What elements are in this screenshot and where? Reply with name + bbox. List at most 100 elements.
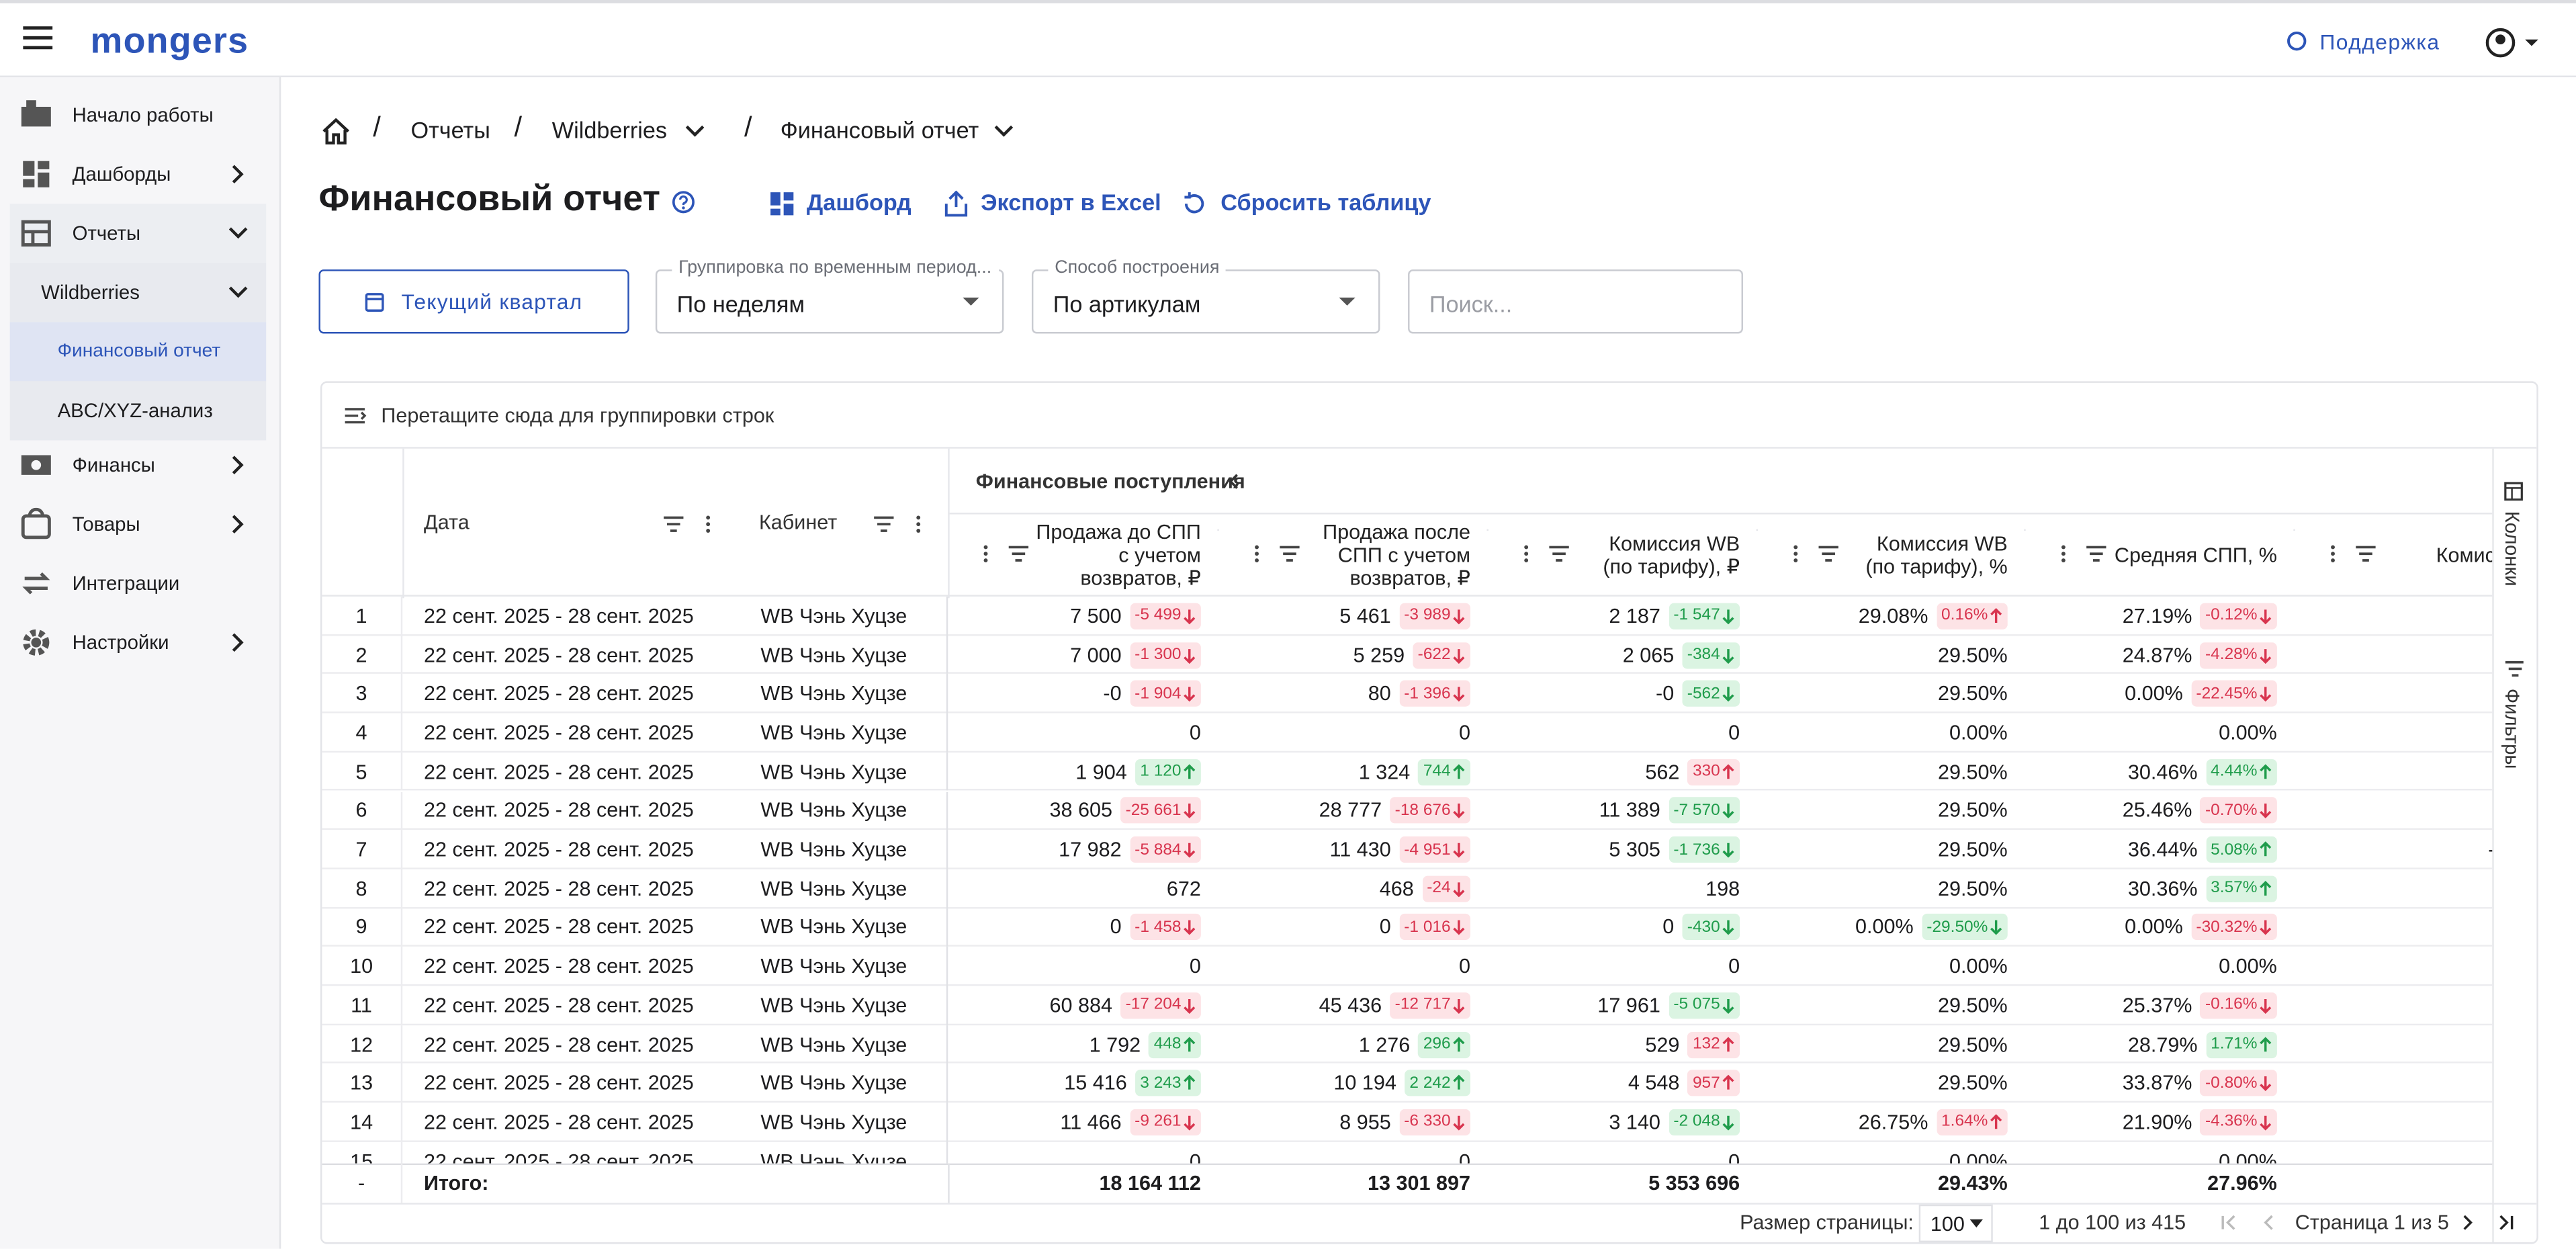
support-link[interactable]: Поддержка xyxy=(2319,30,2440,54)
value-cell: 25.37%-0.16% xyxy=(2026,986,2295,1025)
next-page xyxy=(2461,1214,2475,1230)
table-row[interactable]: 722 сент. 2025 - 28 сент. 2025WB Чэнь Ху… xyxy=(322,830,2492,869)
value: 80 xyxy=(1368,683,1391,705)
user-menu[interactable] xyxy=(2484,26,2543,59)
breadcrumb[interactable]: Отчеты xyxy=(410,117,490,143)
page-size-select[interactable]: 100 xyxy=(1919,1205,1993,1242)
delta: 1.71% xyxy=(2211,1035,2257,1053)
table-row[interactable]: 1522 сент. 2025 - 28 сент. 2025WB Чэнь Х… xyxy=(322,1142,2492,1163)
method-select[interactable]: Способ построения По артикулам xyxy=(1032,269,1380,333)
column-header[interactable]: Комиссия WB (по тарифу), ₽ xyxy=(1574,515,1740,597)
value-cell: 26.75%1.64% xyxy=(1758,1103,2026,1142)
sidebar-item[interactable]: ABC/XYZ-анализ xyxy=(10,381,267,440)
delta-arrow xyxy=(2259,763,2272,779)
help-icon[interactable] xyxy=(672,191,695,214)
value-cell: -674 xyxy=(2295,1064,2492,1103)
logo[interactable]: mongers xyxy=(91,19,249,62)
value: 1 276 xyxy=(1359,1033,1411,1056)
breadcrumb[interactable]: Финансовый отчет xyxy=(781,117,979,143)
delta-arrow xyxy=(1452,919,1466,935)
top-bar: mongers Поддержка xyxy=(0,0,2576,77)
filter-icon xyxy=(1548,544,1570,564)
menu-icon[interactable] xyxy=(23,26,52,49)
sidebar-item[interactable]: Финансовый отчет xyxy=(10,322,267,381)
value-cell: 15 4163 243 xyxy=(948,1064,1219,1103)
action-button[interactable]: Дашборд xyxy=(807,189,912,215)
sidebar-icon xyxy=(19,449,52,482)
value: 1 904 xyxy=(1075,761,1127,783)
sidebar-item[interactable]: Начало работы xyxy=(10,85,267,144)
sidebar-item[interactable]: Интеграции xyxy=(10,554,267,613)
column-header[interactable]: Продажа до СПП с учетом возвратов, ₽ xyxy=(1033,515,1200,597)
value-cell: 0.00% xyxy=(2026,714,2295,752)
sidebar-item[interactable]: Дашборды xyxy=(10,144,267,204)
value: 28.79% xyxy=(2128,1033,2198,1056)
delta: -7 570 xyxy=(1673,802,1720,820)
table-row[interactable]: 1022 сент. 2025 - 28 сент. 2025WB Чэнь Х… xyxy=(322,947,2492,986)
value-cell: 0.00% xyxy=(2026,1142,2295,1163)
column-header[interactable]: Средняя СПП, % xyxy=(2111,515,2277,597)
date-cell: 22 сент. 2025 - 28 сент. 2025 xyxy=(402,1103,738,1142)
delta-arrow xyxy=(1452,1114,1466,1130)
table-row[interactable]: 322 сент. 2025 - 28 сент. 2025WB Чэнь Ху… xyxy=(322,675,2492,714)
value-cell: 11 389-7 570 xyxy=(1489,791,1758,830)
delta-arrow xyxy=(1452,685,1466,701)
column-header[interactable]: Комисс (фа xyxy=(2381,515,2492,597)
value: 0.00% xyxy=(2125,683,2183,705)
value-cell: 29.50% xyxy=(1758,636,2026,675)
value: 27.19% xyxy=(2123,605,2192,628)
table-row[interactable]: 222 сент. 2025 - 28 сент. 2025WB Чэнь Ху… xyxy=(322,636,2492,675)
action-button[interactable]: Экспорт в Excel xyxy=(981,189,1161,215)
period-button[interactable]: Текущий квартал xyxy=(318,269,629,333)
value: 21.90% xyxy=(2123,1111,2192,1133)
table-row[interactable]: 122 сент. 2025 - 28 сент. 2025WB Чэнь Ху… xyxy=(322,597,2492,636)
sidebar-item[interactable]: Товары xyxy=(10,494,267,554)
table-row[interactable]: 1322 сент. 2025 - 28 сент. 2025WB Чэнь Х… xyxy=(322,1064,2492,1103)
method-label: Способ построения xyxy=(1048,258,1226,277)
delta-badge: -430 xyxy=(1682,914,1740,941)
table-row[interactable]: 1422 сент. 2025 - 28 сент. 2025WB Чэнь Х… xyxy=(322,1103,2492,1142)
delta-badge: 132 xyxy=(1688,1031,1740,1058)
table-row[interactable]: 622 сент. 2025 - 28 сент. 2025WB Чэнь Ху… xyxy=(322,791,2492,830)
sidebar-item[interactable]: Wildberries xyxy=(10,263,267,322)
value: 5 461 xyxy=(1339,605,1391,628)
menu-icon xyxy=(1523,544,1529,564)
table-row[interactable]: 1222 сент. 2025 - 28 сент. 2025WB Чэнь Х… xyxy=(322,1025,2492,1064)
delta-badge: -22.45% xyxy=(2191,681,2277,707)
home-icon[interactable] xyxy=(322,118,350,144)
value: 0 xyxy=(1459,722,1470,744)
column-header[interactable]: Комиссия WB (по тарифу), % xyxy=(1843,515,2008,597)
delta-badge: -1 547 xyxy=(1669,603,1740,629)
value-cell: 0.00% xyxy=(2026,947,2295,986)
search-input[interactable]: Поиск... xyxy=(1408,269,1743,333)
column-header[interactable]: Дата xyxy=(402,449,738,597)
side-tab[interactable]: Колонки xyxy=(2501,511,2524,587)
delta: -18 676 xyxy=(1395,802,1451,820)
table-row[interactable]: 822 сент. 2025 - 28 сент. 2025WB Чэнь Ху… xyxy=(322,869,2492,908)
delta: -4.36% xyxy=(2205,1113,2258,1131)
method-value: По артикулам xyxy=(1053,291,1201,317)
row-number: 9 xyxy=(322,908,402,947)
table-row[interactable]: 922 сент. 2025 - 28 сент. 2025WB Чэнь Ху… xyxy=(322,908,2492,947)
value: 29.50% xyxy=(1938,1072,2008,1094)
totals-row: -Итого:18 164 11213 301 8975 353 69629.4… xyxy=(322,1164,2492,1203)
delta-arrow xyxy=(1990,919,2003,935)
sidebar-item[interactable]: Настройки xyxy=(10,613,267,672)
value-cell: 80 xyxy=(2295,675,2492,714)
delta-arrow xyxy=(1183,608,1196,624)
grouping-select[interactable]: Группировка по временным период... По не… xyxy=(656,269,1004,333)
delta: -17 204 xyxy=(1126,996,1182,1015)
totals-cell: 13 301 897 xyxy=(1219,1164,1489,1203)
side-tab[interactable]: Фильтры xyxy=(2501,689,2524,769)
breadcrumb[interactable]: Wildberries xyxy=(552,117,667,143)
delta-arrow xyxy=(1183,685,1196,701)
action-button[interactable]: Сбросить таблицу xyxy=(1220,189,1431,215)
row-number: 2 xyxy=(322,636,402,675)
column-header[interactable]: Продажа после СПП с учетом возвратов, ₽ xyxy=(1304,515,1470,597)
value: 0 xyxy=(1728,955,1740,978)
sidebar-item[interactable]: Финансы xyxy=(10,435,267,494)
table-row[interactable]: 522 сент. 2025 - 28 сент. 2025WB Чэнь Ху… xyxy=(322,752,2492,791)
table-row[interactable]: 422 сент. 2025 - 28 сент. 2025WB Чэнь Ху… xyxy=(322,714,2492,752)
table-row[interactable]: 1122 сент. 2025 - 28 сент. 2025WB Чэнь Х… xyxy=(322,986,2492,1025)
sidebar-item[interactable]: Отчеты xyxy=(10,204,267,263)
